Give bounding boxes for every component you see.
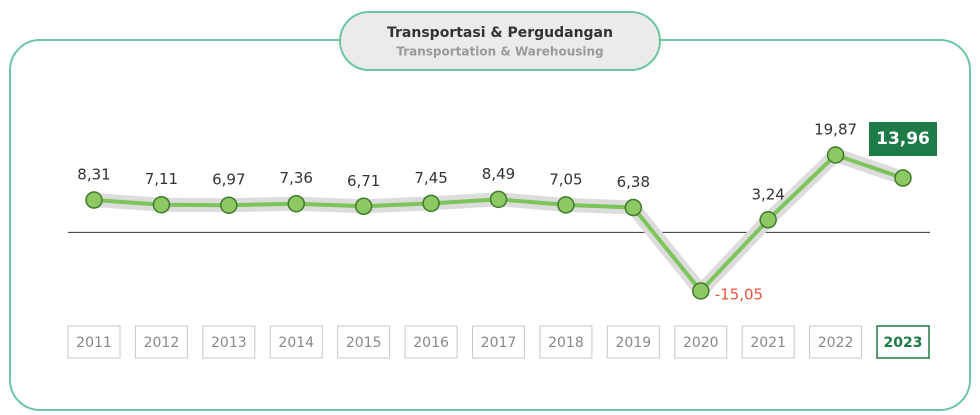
point bbox=[624, 198, 643, 217]
year-box bbox=[202, 325, 256, 359]
x-tick-label: 2014 bbox=[278, 335, 314, 351]
x-tick-label: 2016 bbox=[413, 335, 449, 351]
value-label: 7,36 bbox=[280, 169, 313, 187]
year-box bbox=[269, 325, 323, 359]
x-tick-label: 2013 bbox=[211, 335, 247, 351]
point bbox=[354, 197, 373, 216]
value-label: 6,97 bbox=[212, 171, 245, 189]
point bbox=[220, 196, 238, 214]
title-tab bbox=[339, 11, 661, 71]
year-box bbox=[472, 325, 525, 359]
x-tick-label: 2019 bbox=[616, 335, 652, 351]
point bbox=[826, 146, 845, 164]
x-tick-label: 2022 bbox=[818, 335, 854, 351]
value-label: 7,45 bbox=[414, 169, 447, 187]
year-box bbox=[67, 325, 121, 359]
year-box bbox=[404, 325, 458, 359]
value-label: 8,31 bbox=[77, 166, 110, 184]
value-label: 3,24 bbox=[751, 185, 784, 203]
point bbox=[152, 195, 171, 214]
year-box bbox=[674, 325, 728, 359]
value-label: 6,71 bbox=[347, 172, 380, 190]
chart-title: Transportasi & Pergudangan bbox=[387, 25, 613, 41]
year-box bbox=[876, 325, 930, 359]
value-label: 13,96 bbox=[876, 129, 930, 149]
year-box bbox=[809, 325, 863, 359]
x-tick-label: 2021 bbox=[750, 335, 786, 351]
point bbox=[287, 194, 305, 213]
chart-subtitle: Transportation & Warehousing bbox=[396, 45, 603, 59]
point bbox=[759, 211, 777, 229]
x-tick-label: 2012 bbox=[144, 335, 180, 351]
value-label: 19,87 bbox=[814, 121, 857, 139]
point bbox=[489, 190, 508, 209]
year-box bbox=[539, 325, 593, 359]
value-label: 8,49 bbox=[482, 165, 515, 183]
x-tick-label: 2011 bbox=[76, 335, 112, 351]
year-box bbox=[134, 325, 188, 359]
value-label: -15,05 bbox=[715, 286, 763, 304]
point bbox=[422, 194, 440, 213]
x-tick-label: 2015 bbox=[346, 335, 382, 351]
value-label: 7,11 bbox=[145, 170, 178, 188]
point bbox=[557, 196, 575, 214]
year-box bbox=[606, 325, 660, 359]
x-tick-label: 2020 bbox=[683, 335, 719, 351]
x-tick-label: 2017 bbox=[481, 335, 517, 351]
year-box bbox=[337, 325, 391, 359]
value-label: 7,05 bbox=[549, 170, 582, 188]
point bbox=[894, 169, 912, 187]
point bbox=[692, 282, 710, 300]
x-tick-label: 2018 bbox=[548, 335, 584, 351]
value-label: 6,38 bbox=[617, 173, 650, 191]
year-box bbox=[741, 325, 795, 359]
point bbox=[85, 191, 103, 209]
highlight-box bbox=[869, 122, 937, 157]
x-tick-label: 2023 bbox=[884, 335, 923, 351]
